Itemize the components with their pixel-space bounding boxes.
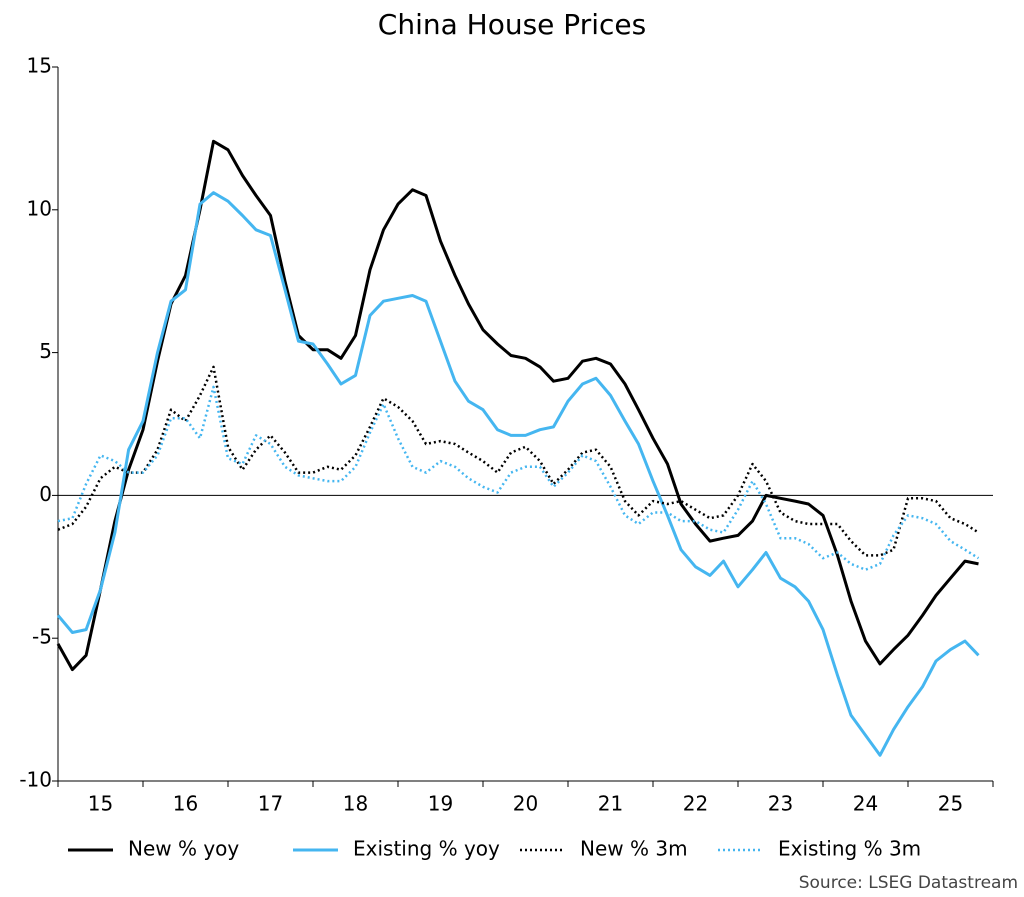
legend-label: Existing % yoy <box>353 837 500 861</box>
x-tick-label: 17 <box>258 792 283 816</box>
y-tick-label: 15 <box>27 54 52 78</box>
legend-label: New % yoy <box>128 837 239 861</box>
chart-title: China House Prices <box>378 8 646 41</box>
series-line <box>56 139 979 672</box>
y-tick-label: 10 <box>27 196 52 220</box>
x-tick-label: 22 <box>683 792 708 816</box>
y-tick-label: -10 <box>19 768 52 792</box>
series-line <box>56 191 980 757</box>
legend-label: New % 3m <box>580 837 688 861</box>
x-tick-label: 23 <box>768 792 793 816</box>
x-tick-label: 21 <box>598 792 623 816</box>
x-tick-label: 20 <box>513 792 538 816</box>
y-tick-label: 0 <box>39 482 52 506</box>
x-tick-label: 19 <box>428 792 453 816</box>
y-tick-label: -5 <box>32 625 52 649</box>
legend-label: Existing % 3m <box>778 837 921 861</box>
x-tick-label: 25 <box>938 792 963 816</box>
series-line <box>57 385 980 571</box>
x-tick-label: 18 <box>343 792 368 816</box>
series-line <box>57 365 980 557</box>
source-note: Source: LSEG Datastream <box>799 873 1018 893</box>
x-tick-label: 24 <box>853 792 878 816</box>
x-tick-label: 16 <box>173 792 198 816</box>
x-tick-label: 15 <box>88 792 113 816</box>
y-tick-label: 5 <box>39 339 52 363</box>
